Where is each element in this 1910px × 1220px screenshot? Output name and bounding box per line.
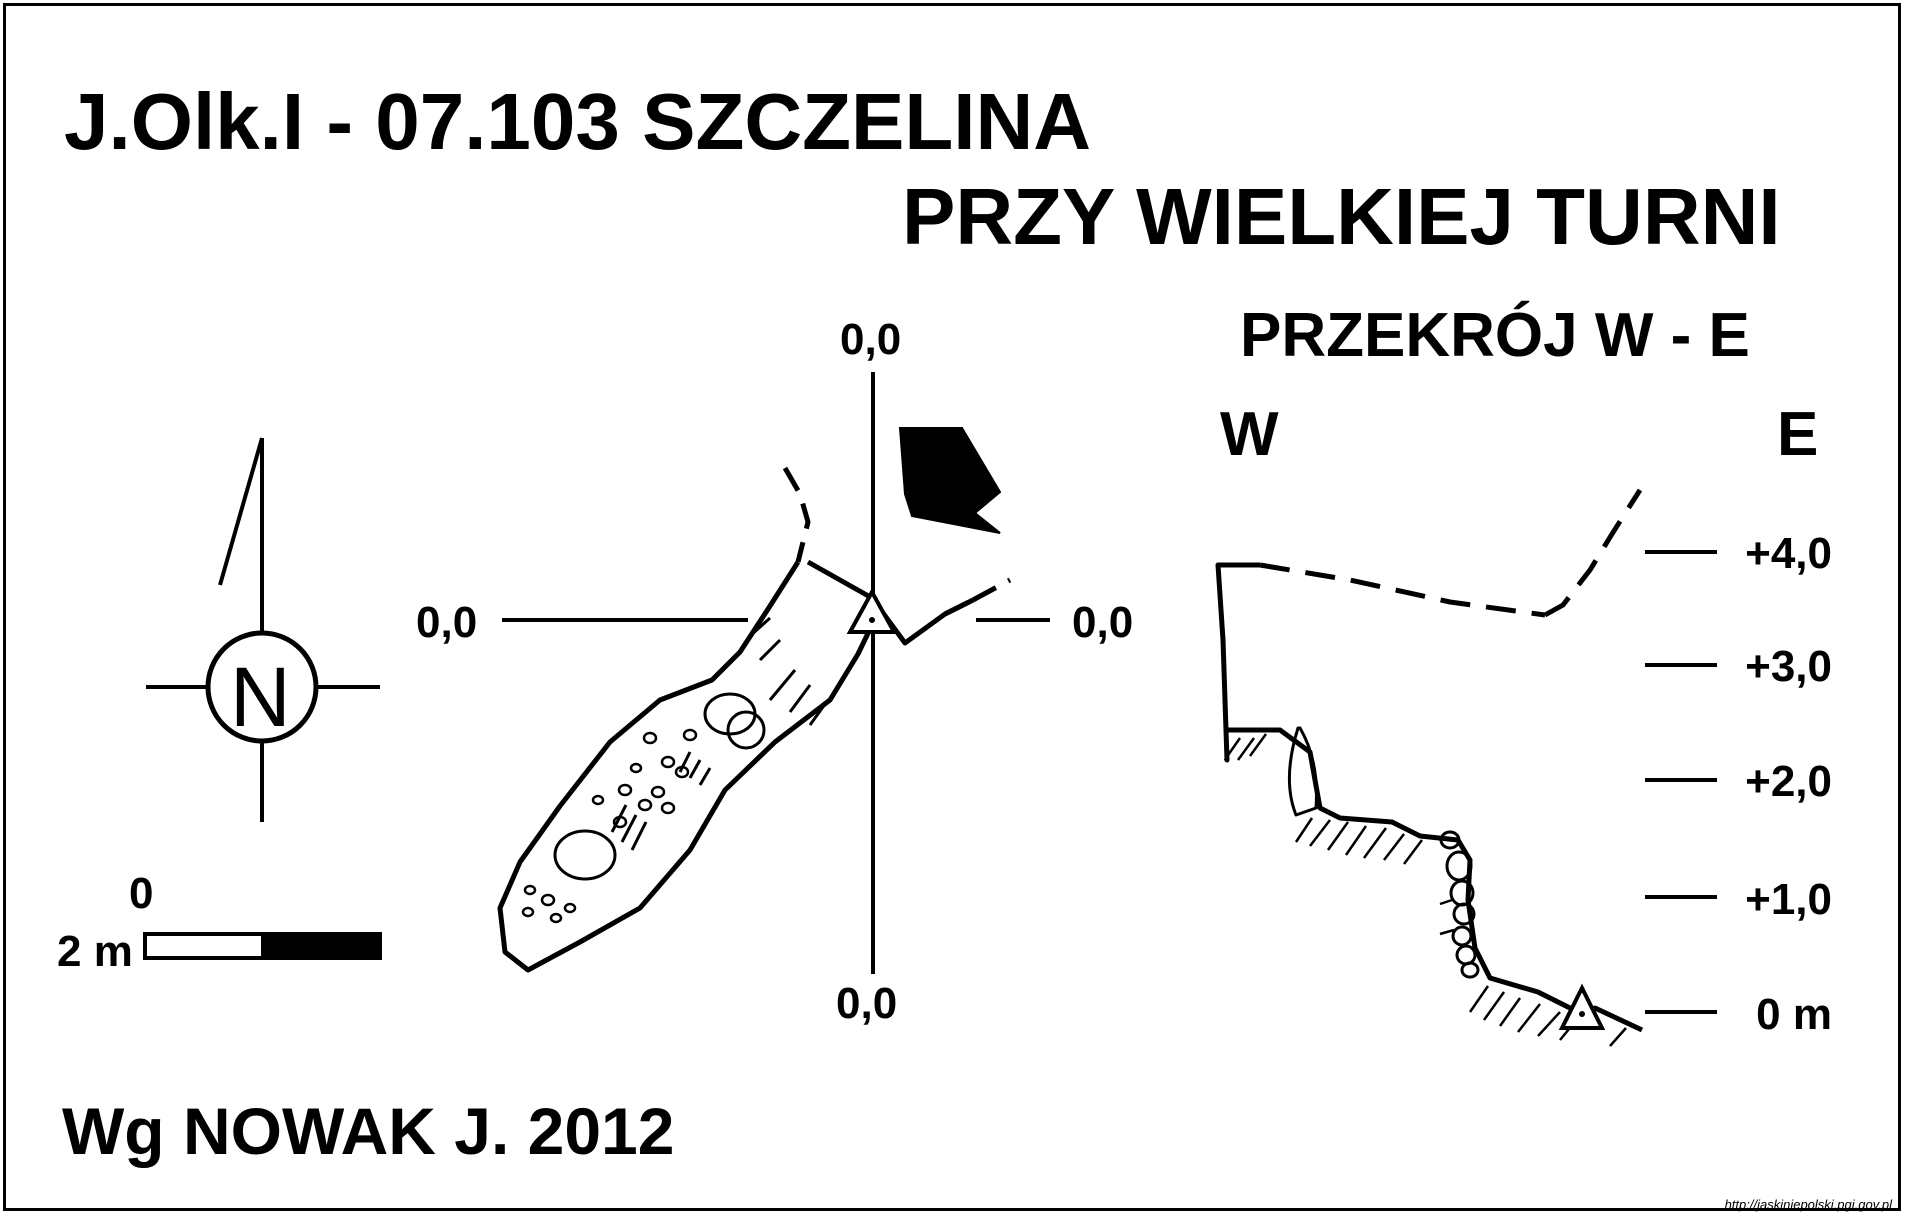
scale-bar [143,932,382,960]
elevation-label: +3,0 [1745,642,1832,691]
cave-section [1215,488,1644,1047]
author-credit: Wg NOWAK J. 2012 [62,1094,675,1168]
page-title-line-1: J.Olk.I - 07.103 SZCZELINA [64,77,1091,166]
entrance-direction-arrow-icon [898,427,1002,534]
source-url[interactable]: http://jaskiniepolski.pgi.gov.pl [1724,1197,1892,1212]
north-arrow-icon [146,437,380,822]
east-label: E [1777,400,1819,469]
elevation-ticks [1645,550,1717,1014]
map-frame [3,3,1901,1211]
plan-axis-label-top: 0,0 [840,315,902,364]
section-title: PRZEKRÓJ W - E [1240,301,1750,370]
plan-survey-point-icon [846,587,898,634]
elevation-label: +1,0 [1745,875,1832,924]
plan-axes [502,372,1050,974]
plan-axis-label-right: 0,0 [1072,598,1134,647]
cave-plan [497,466,1012,973]
scale-bar-start-label: 0 [129,869,154,918]
page-title-line-2: PRZY WIELKIEJ TURNI [902,172,1781,261]
elevation-label: +4,0 [1745,529,1832,578]
plan-axis-label-left: 0,0 [416,598,478,647]
plan-axis-label-bottom: 0,0 [836,979,898,1028]
section-survey-point-icon [1558,983,1606,1030]
west-label: W [1220,400,1279,469]
elevation-label: 0 m [1756,990,1832,1039]
north-letter: N [230,650,291,744]
scale-bar-length-label: 2 m [57,927,133,976]
elevation-label: +2,0 [1745,757,1832,806]
